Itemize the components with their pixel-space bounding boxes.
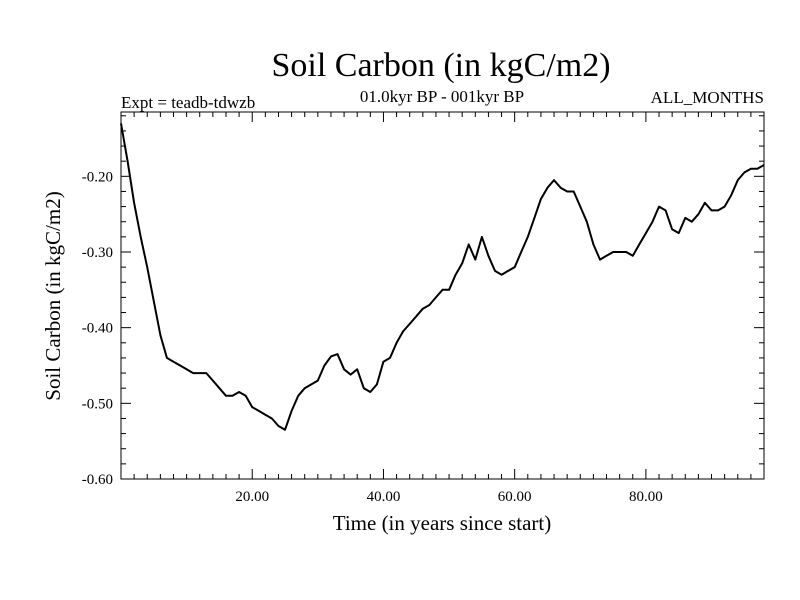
x-axis-label: Time (in years since start) [333,511,552,535]
y-tick-label: -0.50 [82,396,113,412]
x-tick-label: 20.00 [235,489,269,505]
chart-title: Soil Carbon (in kgC/m2) [271,47,610,84]
y-tick-label: -0.30 [82,245,113,261]
x-tick-label: 40.00 [367,489,401,505]
months-label: ALL_MONTHS [651,88,764,107]
y-axis-label: Soil Carbon (in kgC/m2) [41,191,65,400]
y-tick-label: -0.40 [82,321,113,337]
experiment-label: Expt = teadb-tdwzb [121,93,255,112]
plot-frame [120,111,765,480]
y-tick-label: -0.60 [82,472,113,488]
axis-tick-labels: 20.00 40.00 60.00 80.00 -0.60 -0.50 -0.40 -0.30… [82,169,663,505]
series-line [120,123,765,431]
x-tick-label: 80.00 [629,489,663,505]
axis-ticks [120,112,765,480]
x-tick-label: 60.00 [498,489,532,505]
time-range-label: 01.0kyr BP - 001kyr BP [360,87,524,106]
y-tick-label: -0.20 [82,169,113,185]
axes [120,111,765,480]
series-lines [120,123,765,431]
